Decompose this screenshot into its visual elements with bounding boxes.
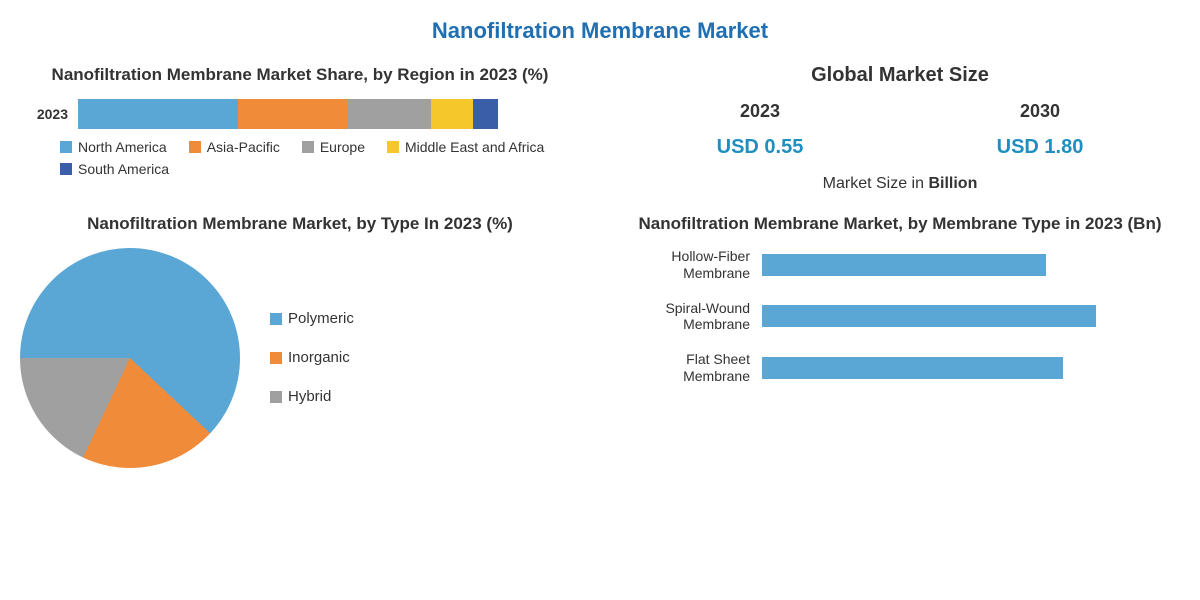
region-share-panel: Nanofiltration Membrane Market Share, by… — [20, 64, 580, 193]
hbar-track — [762, 254, 1180, 276]
region-share-row: 2023 — [20, 99, 580, 129]
market-size-note-bold: Billion — [928, 175, 977, 192]
hbar-row: Spiral-Wound Membrane — [620, 300, 1180, 334]
hbar-row: Hollow-Fiber Membrane — [620, 248, 1180, 282]
type-pie-title: Nanofiltration Membrane Market, by Type … — [20, 213, 580, 236]
legend-swatch-icon — [60, 141, 72, 153]
main-title: Nanofiltration Membrane Market — [20, 18, 1180, 44]
legend-label: North America — [78, 139, 167, 155]
market-size-value-1: USD 1.80 — [997, 136, 1084, 159]
legend-label: South America — [78, 161, 169, 177]
type-pie-legend: Polymeric Inorganic Hybrid — [270, 310, 354, 405]
region-legend-item: Asia-Pacific — [189, 139, 280, 155]
region-legend-item: Europe — [302, 139, 365, 155]
legend-label: Inorganic — [288, 349, 350, 366]
region-seg-asia-pacific — [238, 99, 347, 129]
hbar-label: Hollow-Fiber Membrane — [620, 248, 750, 282]
legend-label: Polymeric — [288, 310, 354, 327]
hbar-fill — [762, 305, 1096, 327]
market-size-value-0: USD 0.55 — [717, 136, 804, 159]
region-share-bar — [78, 99, 498, 129]
legend-swatch-icon — [270, 352, 282, 364]
region-seg-north-america — [78, 99, 238, 129]
market-size-years: 2023 2030 — [620, 101, 1180, 122]
region-seg-europe — [347, 99, 431, 129]
region-seg-south-america — [473, 99, 498, 129]
legend-label: Middle East and Africa — [405, 139, 544, 155]
membrane-type-title: Nanofiltration Membrane Market, by Membr… — [620, 213, 1180, 236]
market-size-note: Market Size in Billion — [620, 175, 1180, 193]
pie-legend-item: Hybrid — [270, 388, 354, 405]
legend-swatch-icon — [387, 141, 399, 153]
legend-swatch-icon — [270, 313, 282, 325]
market-size-panel: Global Market Size 2023 2030 USD 0.55 US… — [620, 64, 1180, 193]
type-pie-wrap: Polymeric Inorganic Hybrid — [20, 248, 580, 468]
hbar-label: Flat Sheet Membrane — [620, 351, 750, 385]
hbar-fill — [762, 357, 1063, 379]
chart-grid: Nanofiltration Membrane Market Share, by… — [20, 64, 1180, 468]
hbar-label: Spiral-Wound Membrane — [620, 300, 750, 334]
pie-legend-item: Inorganic — [270, 349, 354, 366]
hbar-track — [762, 305, 1180, 327]
legend-label: Asia-Pacific — [207, 139, 280, 155]
market-size-title: Global Market Size — [620, 64, 1180, 87]
legend-swatch-icon — [302, 141, 314, 153]
region-share-title: Nanofiltration Membrane Market Share, by… — [20, 64, 580, 87]
market-size-values: USD 0.55 USD 1.80 — [620, 136, 1180, 159]
region-share-year-label: 2023 — [20, 106, 68, 122]
legend-label: Hybrid — [288, 388, 331, 405]
hbar-fill — [762, 254, 1046, 276]
region-seg-middle-east-and-africa — [431, 99, 473, 129]
region-legend-item: Middle East and Africa — [387, 139, 544, 155]
membrane-type-panel: Nanofiltration Membrane Market, by Membr… — [620, 213, 1180, 468]
pie-legend-item: Polymeric — [270, 310, 354, 327]
hbar-row: Flat Sheet Membrane — [620, 351, 1180, 385]
legend-label: Europe — [320, 139, 365, 155]
region-legend-item: South America — [60, 161, 169, 177]
legend-swatch-icon — [270, 391, 282, 403]
membrane-type-bars: Hollow-Fiber Membrane Spiral-Wound Membra… — [620, 248, 1180, 385]
region-legend-item: North America — [60, 139, 167, 155]
type-pie-chart — [20, 248, 240, 468]
market-size-year-0: 2023 — [740, 101, 780, 122]
hbar-track — [762, 357, 1180, 379]
legend-swatch-icon — [60, 163, 72, 175]
market-size-year-1: 2030 — [1020, 101, 1060, 122]
region-share-legend: North America Asia-Pacific Europe Middle Ea… — [20, 139, 580, 177]
type-pie-panel: Nanofiltration Membrane Market, by Type … — [20, 213, 580, 468]
legend-swatch-icon — [189, 141, 201, 153]
market-size-note-prefix: Market Size in — [823, 175, 929, 192]
